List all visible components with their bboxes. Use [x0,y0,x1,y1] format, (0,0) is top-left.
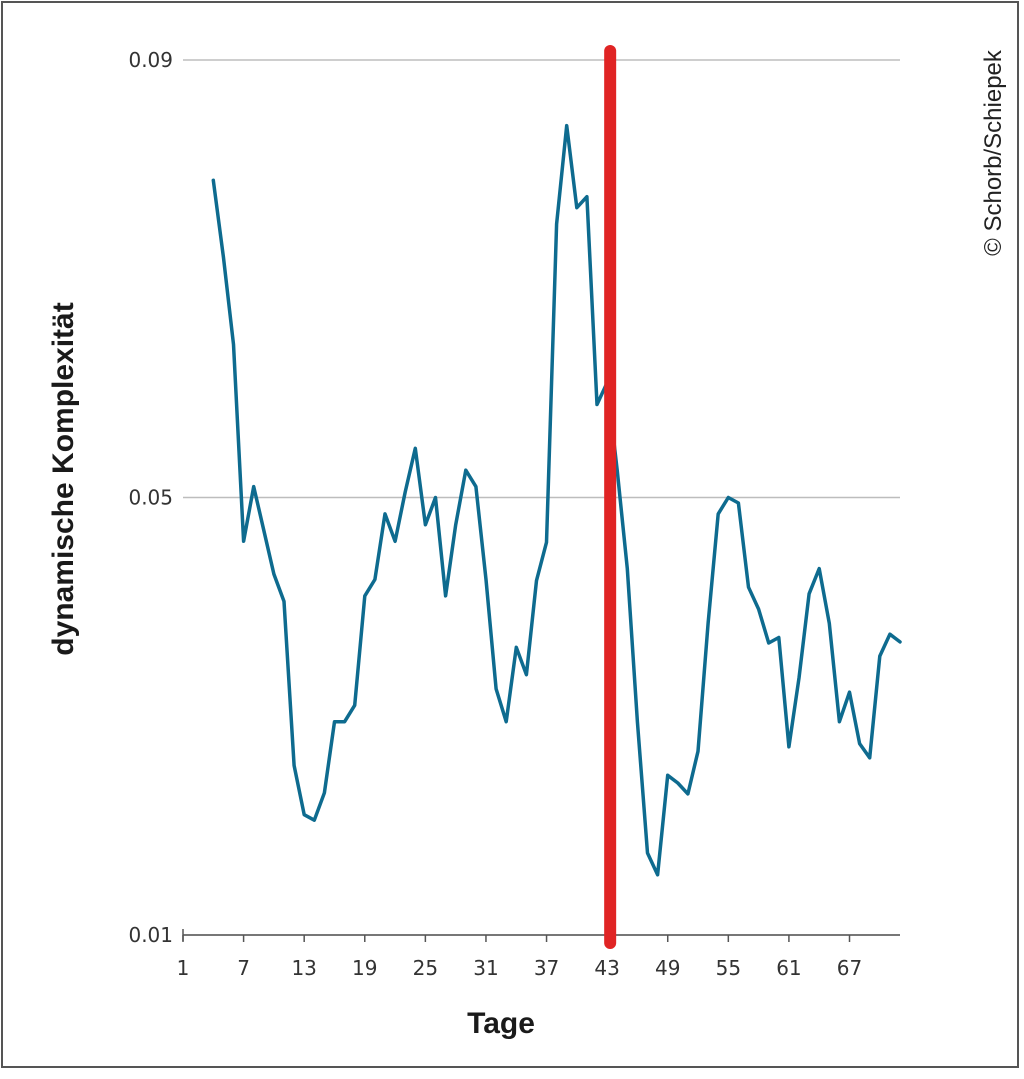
y-axis-title: dynamische Komplexität [47,302,80,655]
x-tick-label: 61 [776,956,801,980]
line-chart: 0.090.050.011 7 13 19 25 31 37 43 49 55 61 67 Tage … [47,45,1007,1040]
y-tick-label: 0.09 [128,48,173,72]
y-tick-label: 0.01 [128,923,173,947]
x-tick-label: 7 [237,956,250,980]
series-layer [211,123,902,877]
x-axis: 0.09 0.05 0.011 7 13 19 25 31 37 43 49 55 61 67 [128,48,900,980]
x-tick-label: 1 [177,956,190,980]
copyright-text: © Schorb/Schiepek [980,49,1007,256]
x-tick-label: 37 [534,956,559,980]
x-tick-label: 31 [473,956,498,980]
x-tick-label: 19 [352,956,377,980]
x-tick-label: 67 [837,956,862,980]
y-tick-label: 0.05 [128,486,173,510]
gridlines [183,59,900,936]
x-tick-label: 55 [716,956,741,980]
x-tick-label: 13 [291,956,316,980]
x-tick-label: 25 [413,956,438,980]
x-tick-label: 49 [655,956,680,980]
series-line [211,123,902,877]
x-axis-title: Tage [467,1007,535,1040]
x-tick-label: 43 [594,956,619,980]
